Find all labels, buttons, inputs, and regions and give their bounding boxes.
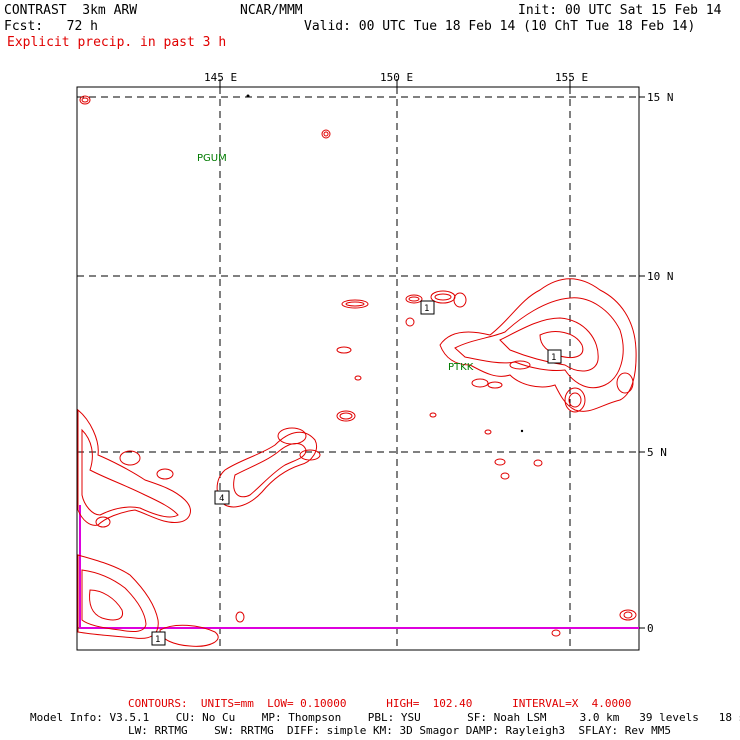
map-frame [76,86,640,651]
lat-label-15n: 15 N [647,91,674,104]
lat-label-5n: 5 N [647,446,667,459]
field-title: Explicit precip. in past 3 h [7,35,227,50]
lon-label-150: 150 E [380,71,413,84]
model-info-line2: LW: RRTMG SW: RRTMG DIFF: simple KM: 3D … [128,724,672,737]
model-info-line1: Model Info: V3.5.1 CU: No Cu MP: Thompso… [30,711,740,724]
organization-label: NCAR/MMM [240,3,303,18]
contour-label: 4 [219,494,224,504]
domain-boundary [79,505,639,629]
axis-ticks [219,79,645,629]
contour-label: 1 [155,635,160,645]
contours-info: CONTOURS: UNITS=mm LOW= 0.10000 HIGH= 10… [128,697,632,710]
contour-labels: 1 1 4 1 [151,300,562,646]
station-dot [246,94,250,98]
lon-label-145: 145 E [204,71,237,84]
forecast-hour: Fcst: 72 h [4,19,98,34]
lat-label-0: 0 [647,622,654,635]
init-time: Init: 00 UTC Sat 15 Feb 14 [518,3,722,18]
station-pgum: PGUM [197,153,227,164]
station-labels: PGUM PTKK [197,153,474,373]
contour-label: 1 [424,304,429,314]
precip-contours [77,95,637,647]
model-title: CONTRAST 3km ARW [4,3,138,18]
valid-time: Valid: 00 UTC Tue 18 Feb 14 (10 ChT Tue … [304,19,696,34]
station-dot [520,429,524,433]
lon-label-155: 155 E [555,71,588,84]
contour-label: 1 [551,353,556,363]
lat-lon-grid [77,87,639,650]
lat-label-10n: 10 N [647,270,674,283]
station-ptkk: PTKK [448,362,474,373]
